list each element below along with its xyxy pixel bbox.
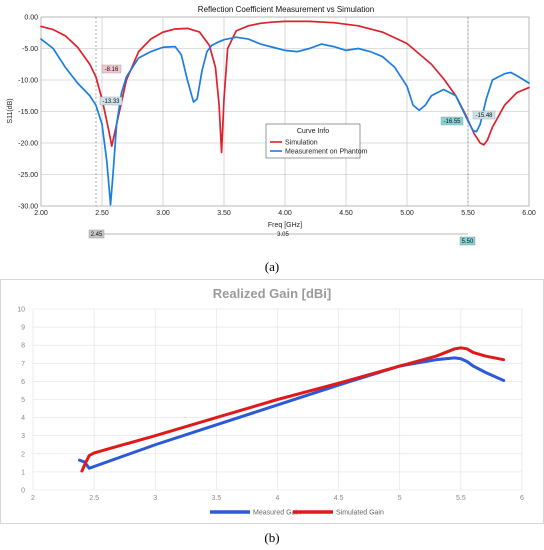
chart-a-y-tick-label: 0.00 — [24, 15, 38, 22]
chart-a-marker-4[interactable]: -15.48 — [472, 110, 496, 120]
chart-a-marker-2-label: -13.33 — [102, 99, 120, 105]
chart-a-x-ticks: 2.00 2.50 3.00 3.50 4.00 4.50 5.00 5.50 6.00 — [34, 210, 536, 217]
chart-b-series-simulated-gain — [80, 346, 506, 473]
chart-a-marker-3[interactable]: -16.55 — [440, 116, 464, 126]
chart-a-legend-simulation: Simulation — [285, 140, 318, 147]
chart-b-y-tick-label: 3 — [21, 433, 25, 440]
chart-b-legend-measured: Measured Gain — [253, 510, 301, 517]
subfigure-label-b: (b) — [264, 530, 279, 545]
chart-b-y-tick-label: 1 — [21, 469, 25, 476]
chart-a-x-tick-label: 3.50 — [217, 210, 231, 217]
chart-b-x-tick-label: 4.5 — [334, 495, 344, 502]
chart-a-marker-2[interactable]: -13.33 — [99, 96, 123, 106]
chart-b-y-tick-label: 2 — [21, 451, 25, 458]
chart-a-x-tick-label: 5.00 — [400, 210, 414, 217]
chart-a-x-tick-label: 4.50 — [339, 210, 353, 217]
chart-a-y-tick-label: -5.00 — [22, 46, 38, 53]
chart-a-marker-1-label: -8.16 — [105, 67, 119, 73]
chart-a-legend-title: Curve Info — [297, 128, 329, 135]
chart-b-y-tick-label: 10 — [17, 307, 25, 314]
chart-a-series — [40, 20, 530, 206]
chart-b-x-tick-label: 2.5 — [89, 495, 99, 502]
chart-b-x-ticks: 2 2.5 3 3.5 4 4.5 5 5.5 6 — [31, 495, 524, 502]
subfigure-label-a: (a) — [265, 259, 279, 274]
chart-a: Reflection Coefficient Measurement vs Si… — [7, 5, 536, 274]
chart-a-y-tick-label: -25.00 — [18, 172, 38, 179]
chart-b-x-tick-label: 5 — [398, 495, 402, 502]
chart-b-y-tick-label: 6 — [21, 379, 25, 386]
chart-a-y-tick-label: -30.00 — [18, 204, 38, 211]
chart-a-marker-4-label: -15.48 — [475, 113, 493, 119]
chart-b-y-tick-label: 0 — [21, 488, 25, 495]
chart-b-x-tick-label: 4 — [276, 495, 280, 502]
chart-a-legend: Curve Info Simulation Measurement on Pha… — [265, 123, 368, 159]
chart-a-legend-measurement: Measurement on Phantom — [285, 149, 368, 156]
chart-a-x-tick-label: 6.00 — [522, 210, 536, 217]
chart-a-marker-1[interactable]: -8.16 — [101, 64, 122, 74]
chart-b-series — [77, 346, 506, 473]
chart-b-y-tick-label: 7 — [21, 361, 25, 368]
chart-b-y-tick-label: 9 — [21, 325, 25, 332]
chart-a-cursor-bar[interactable]: 2.45 3.05 5.50 — [88, 229, 476, 246]
chart-a-grid — [40, 16, 530, 207]
chart-b-legend: Measured Gain Simulated Gain — [210, 510, 384, 517]
chart-b-x-tick-label: 2 — [31, 495, 35, 502]
chart-a-x-tick-label: 3.00 — [156, 210, 170, 217]
chart-b-title: Realized Gain [dBi] — [213, 286, 331, 301]
chart-a-marker-3-label: -16.55 — [443, 119, 461, 125]
chart-b-y-tick-label: 4 — [21, 415, 25, 422]
chart-a-series-measurement-on-phantom — [40, 36, 530, 206]
chart-a-cursor-label-end-text: 5.50 — [462, 239, 474, 245]
chart-a-cursor-label-start-text: 2.45 — [91, 232, 103, 238]
chart-b-x-tick-label: 5.5 — [456, 495, 466, 502]
chart-a-y-tick-label: -10.00 — [18, 78, 38, 85]
chart-a-y-axis-label: S11(dB) — [7, 98, 14, 123]
chart-b: Realized Gain [dBi] 0 1 2 3 4 5 6 7 8 9 10 2 2.5 3 3.… — [0, 279, 544, 545]
chart-a-y-tick-label: -20.00 — [18, 141, 38, 148]
chart-a-y-tick-label: -15.00 — [18, 109, 38, 116]
chart-a-title: Reflection Coefficient Measurement vs Si… — [198, 5, 374, 14]
chart-b-x-tick-label: 3.5 — [212, 495, 222, 502]
chart-b-y-tick-label: 5 — [21, 397, 25, 404]
chart-a-x-axis-label: Freq [GHz] — [268, 222, 302, 229]
chart-b-y-ticks: 0 1 2 3 4 5 6 7 8 9 10 — [17, 307, 25, 495]
chart-a-cursor-label-end[interactable] — [459, 236, 476, 246]
chart-a-x-tick-label: 5.50 — [461, 210, 475, 217]
chart-a-cursor-label-start[interactable] — [88, 229, 105, 239]
chart-a-y-ticks: 0.00 -5.00 -10.00 -15.00 -20.00 -25.00 -30.00 — [18, 15, 38, 211]
chart-b-y-tick-label: 8 — [21, 343, 25, 350]
chart-b-legend-simulated: Simulated Gain — [336, 510, 384, 517]
chart-a-x-tick-label: 2.50 — [95, 210, 109, 217]
chart-b-x-tick-label: 3 — [153, 495, 157, 502]
chart-b-x-tick-label: 6 — [520, 495, 524, 502]
chart-a-x-tick-label: 2.00 — [34, 210, 48, 217]
chart-a-x-tick-label: 4.00 — [278, 210, 292, 217]
chart-a-cursor-label-mid-text: 3.05 — [277, 232, 289, 238]
